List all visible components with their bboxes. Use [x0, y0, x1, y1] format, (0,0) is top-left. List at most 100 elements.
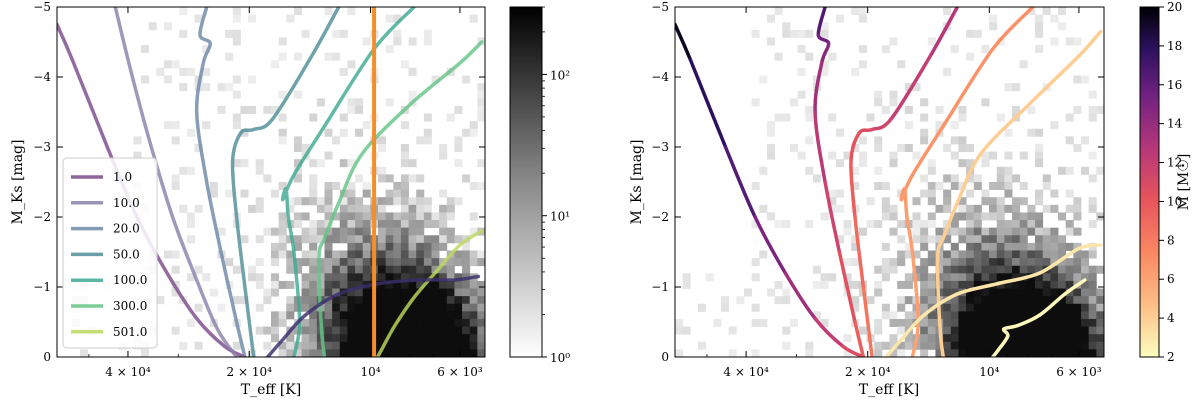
right-heatmap-cell	[1027, 311, 1036, 320]
track-4-segment	[910, 124, 946, 177]
left-heatmap-cell	[301, 235, 310, 244]
right-heatmap-cell	[1088, 151, 1097, 160]
right-heatmap-cell	[1065, 334, 1074, 343]
right-heatmap-cell	[1027, 318, 1036, 327]
left-heatmap-cell	[454, 159, 463, 168]
right-heatmap-cell	[889, 159, 898, 168]
right-heatmap-cell	[973, 242, 982, 251]
right-heatmap-cell	[927, 159, 936, 168]
right-heatmap-cell	[851, 166, 860, 175]
right-heatmap-cell	[989, 318, 998, 327]
right-heatmap-cell	[1004, 235, 1013, 244]
left-heatmap-cell	[164, 75, 173, 84]
left-heatmap-cell	[347, 296, 356, 305]
left-heatmap-cell	[278, 220, 287, 229]
left-heatmap-cell	[202, 45, 211, 54]
right-heatmap-cell	[943, 303, 952, 312]
right-heatmap-cell	[820, 67, 829, 76]
right-heatmap-cell	[1012, 303, 1021, 312]
right-heatmap-cell	[927, 197, 936, 206]
left-heatmap-cell	[293, 349, 302, 357]
left-heatmap-cell	[271, 288, 280, 297]
left-heatmap-cell	[393, 220, 402, 229]
right-heatmap-cell	[759, 318, 768, 327]
right-heatmap-cell	[1035, 29, 1044, 38]
right-heatmap-cell	[697, 341, 707, 350]
left-heatmap-cell	[171, 136, 180, 145]
right-heatmap-cell	[774, 113, 783, 122]
left-heatmap-cell	[400, 197, 409, 206]
left-heatmap-cell	[408, 159, 417, 168]
left-heatmap-cell	[423, 311, 432, 320]
right-heatmap-cell	[973, 303, 982, 312]
left-heatmap-cell	[141, 75, 150, 84]
right-heatmap-cell	[797, 67, 806, 76]
right-heatmap-cell	[920, 303, 929, 312]
left-heatmap-cell	[240, 189, 249, 198]
right-heatmap-cell	[1088, 174, 1097, 183]
left-heatmap-cell	[347, 349, 356, 357]
left-heatmap-cell	[339, 341, 348, 350]
right-heatmap-cell	[989, 258, 998, 267]
right-heatmap-cell	[1096, 334, 1104, 343]
left-heatmap-cell	[378, 288, 387, 297]
right-heatmap-cell	[950, 273, 959, 282]
left-heatmap-cell	[408, 280, 417, 289]
left-colorbar-tick-label: 10²	[550, 68, 570, 82]
right-heatmap-cell	[897, 220, 906, 229]
left-heatmap-cell	[439, 341, 448, 350]
right-colorbar-tick-label: 20	[1167, 0, 1182, 14]
right-heatmap-cell	[812, 280, 821, 289]
left-heatmap-cell	[378, 242, 387, 251]
track-6-segment	[922, 292, 960, 317]
left-heatmap-cell	[332, 318, 341, 327]
right-heatmap-cell	[1058, 7, 1067, 16]
left-heatmap-cell	[469, 250, 478, 259]
right-heatmap-cell	[843, 273, 852, 282]
right-heatmap-cell	[996, 250, 1005, 259]
left-heatmap-cell	[446, 288, 455, 297]
right-heatmap-cell	[835, 189, 844, 198]
right-heatmap-cell	[1019, 242, 1028, 251]
right-heatmap-cell	[912, 83, 921, 92]
right-heatmap-cell	[1081, 75, 1090, 84]
left-heatmap-cell	[431, 220, 440, 229]
right-heatmap-cell	[958, 250, 967, 259]
left-heatmap-cell	[309, 220, 318, 229]
right-heatmap-cell	[996, 242, 1005, 251]
right-heatmap-cell	[996, 174, 1005, 183]
left-heatmap-cell	[477, 341, 485, 350]
left-heatmap-cell	[255, 204, 264, 213]
right-heatmap-cell	[935, 265, 944, 274]
left-heatmap-cell	[179, 83, 188, 92]
left-heatmap-cell	[263, 296, 272, 305]
right-heatmap-cell	[797, 29, 806, 38]
left-heatmap-cell	[309, 334, 318, 343]
right-heatmap-cell	[805, 29, 814, 38]
left-heatmap-cell	[446, 303, 455, 312]
left-heatmap-cell	[393, 311, 402, 320]
right-x-tick-label: 4 × 10⁴	[723, 365, 769, 379]
right-heatmap-cell	[958, 334, 967, 343]
left-heatmap-cell	[324, 273, 333, 282]
left-heatmap-cell	[385, 318, 394, 327]
left-heatmap-cell	[416, 341, 425, 350]
track-1-segment	[675, 22, 693, 62]
left-heatmap-cell	[255, 273, 264, 282]
right-heatmap-cell	[1050, 326, 1059, 335]
right-heatmap-cell	[920, 128, 929, 137]
right-heatmap-cell	[920, 235, 929, 244]
track-line-501-0	[375, 229, 484, 357]
right-heatmap-cell	[881, 258, 890, 267]
right-heatmap-cell	[1019, 349, 1028, 357]
right-heatmap-cell	[943, 258, 952, 267]
left-heatmap-cell	[309, 197, 318, 206]
right-heatmap-cell	[889, 334, 898, 343]
right-heatmap-cell	[736, 296, 745, 305]
right-heatmap-cell	[1096, 303, 1104, 312]
right-heatmap-cell	[1004, 166, 1013, 175]
right-heatmap-cell	[1065, 326, 1074, 335]
right-heatmap-cell	[682, 273, 691, 282]
left-heatmap-cell	[431, 258, 440, 267]
right-heatmap-cell	[935, 273, 944, 282]
